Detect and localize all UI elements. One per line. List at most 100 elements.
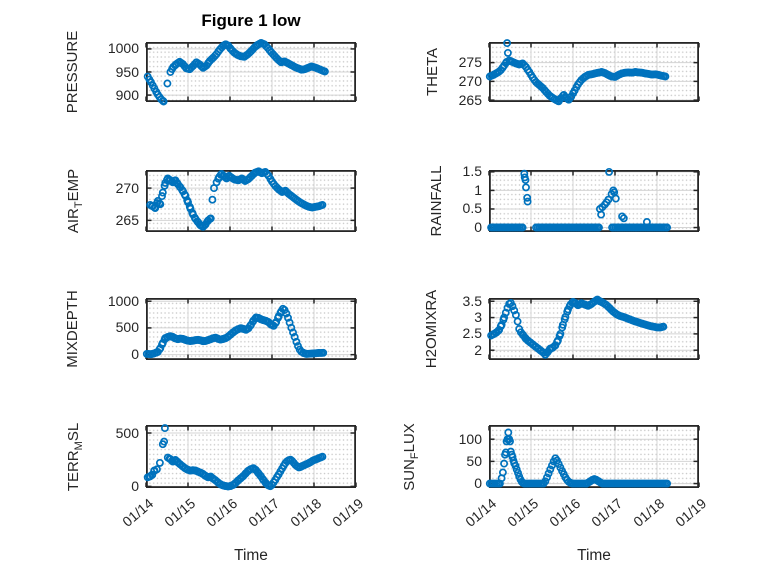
plot-area-pressure bbox=[143, 38, 357, 106]
y-tick-label: 2 bbox=[474, 341, 482, 358]
x-axis-label: Time bbox=[577, 547, 611, 564]
data-marker bbox=[206, 214, 215, 223]
y-tick-label: 275 bbox=[458, 54, 482, 71]
data-marker bbox=[318, 452, 327, 461]
axes-box bbox=[485, 424, 700, 489]
data-marker bbox=[663, 223, 672, 232]
data-marker bbox=[595, 223, 603, 232]
y-axis-label-terr-msl: TERRMSL bbox=[65, 422, 85, 491]
data-marker bbox=[163, 79, 172, 88]
data-marker bbox=[152, 465, 161, 474]
data-marker bbox=[553, 336, 562, 345]
data-marker bbox=[504, 428, 513, 437]
y-tick-label: 950 bbox=[115, 63, 139, 80]
y-tick-label: 0 bbox=[131, 346, 139, 363]
data-marker bbox=[659, 322, 668, 331]
data-marker bbox=[521, 176, 530, 184]
y-tick-label: 0 bbox=[131, 477, 139, 494]
data-marker bbox=[506, 437, 514, 446]
data-marker bbox=[318, 200, 327, 209]
axes-box bbox=[143, 38, 357, 106]
plot-area-terr-msl bbox=[143, 424, 357, 491]
plot-area-rainfall bbox=[487, 167, 700, 233]
axes-box bbox=[485, 39, 700, 106]
data-marker bbox=[289, 328, 297, 337]
y-tick-label: 270 bbox=[115, 179, 139, 196]
y-tick-label: 3 bbox=[474, 309, 482, 326]
x-axis-label: Time bbox=[234, 547, 268, 564]
y-tick-label: 1000 bbox=[107, 40, 139, 57]
figure-title: Figure 1 low bbox=[201, 11, 301, 30]
y-tick-label: 1.5 bbox=[462, 163, 482, 180]
y-tick-label: 0 bbox=[474, 219, 482, 236]
data-marker bbox=[611, 194, 620, 203]
data-marker bbox=[541, 477, 550, 486]
data-marker bbox=[158, 192, 166, 201]
data-marker bbox=[282, 309, 291, 318]
plot-area-h2omixra bbox=[487, 295, 700, 361]
y-tick-label: 100 bbox=[458, 430, 482, 447]
data-marker bbox=[160, 437, 169, 446]
data-marker bbox=[500, 459, 509, 468]
data-marker bbox=[284, 313, 292, 322]
plot-area-theta bbox=[485, 39, 700, 106]
data-marker bbox=[158, 188, 167, 197]
y-tick-label: 0 bbox=[474, 475, 482, 492]
data-marker bbox=[190, 60, 199, 69]
data-marker bbox=[605, 167, 614, 176]
data-marker bbox=[197, 62, 206, 71]
y-tick-label: 1000 bbox=[107, 292, 139, 309]
plot-area-sun-flux bbox=[485, 424, 700, 489]
plot-area-mixdepth bbox=[142, 297, 357, 361]
plot-area-air-temp bbox=[145, 167, 357, 233]
data-marker bbox=[619, 214, 628, 223]
y-tick-label: 265 bbox=[458, 91, 482, 108]
axes-box bbox=[487, 295, 700, 361]
data-marker bbox=[503, 48, 512, 57]
data-marker bbox=[546, 465, 555, 474]
data-marker bbox=[160, 424, 169, 433]
data-marker bbox=[514, 468, 522, 477]
axes-box bbox=[143, 424, 357, 491]
data-marker bbox=[523, 193, 532, 202]
data-marker bbox=[522, 183, 530, 192]
data-marker bbox=[618, 212, 627, 221]
data-marker bbox=[320, 67, 329, 76]
data-marker bbox=[510, 306, 519, 315]
data-marker bbox=[319, 348, 328, 357]
y-tick-label: 900 bbox=[115, 86, 139, 103]
data-marker bbox=[498, 468, 507, 477]
data-marker bbox=[184, 198, 192, 207]
y-tick-label: 1 bbox=[474, 181, 482, 198]
y-tick-label: 3.5 bbox=[462, 292, 482, 309]
data-marker bbox=[604, 195, 613, 204]
y-tick-label: 500 bbox=[115, 319, 139, 336]
data-marker bbox=[156, 200, 165, 209]
data-marker bbox=[159, 97, 168, 106]
data-marker bbox=[508, 302, 517, 311]
data-marker bbox=[511, 461, 520, 470]
data-marker bbox=[642, 218, 651, 226]
data-marker bbox=[155, 458, 164, 467]
data-marker bbox=[543, 473, 551, 482]
axes-box bbox=[142, 297, 357, 361]
y-tick-label: 500 bbox=[115, 424, 139, 441]
data-marker bbox=[292, 337, 301, 346]
data-marker bbox=[513, 317, 522, 326]
data-marker bbox=[208, 195, 217, 204]
data-marker bbox=[523, 197, 532, 206]
axes-box bbox=[487, 167, 700, 233]
y-tick-label: 2.5 bbox=[462, 325, 482, 342]
data-marker bbox=[663, 479, 672, 488]
data-marker bbox=[661, 72, 670, 81]
y-tick-label: 50 bbox=[466, 452, 482, 469]
axes-box bbox=[145, 167, 357, 233]
y-tick-label: 0.5 bbox=[462, 200, 482, 217]
data-marker bbox=[544, 469, 553, 478]
data-marker bbox=[518, 223, 527, 232]
y-tick-label: 265 bbox=[115, 211, 139, 228]
data-marker bbox=[503, 39, 512, 48]
data-marker bbox=[597, 210, 606, 219]
data-marker bbox=[181, 191, 190, 200]
